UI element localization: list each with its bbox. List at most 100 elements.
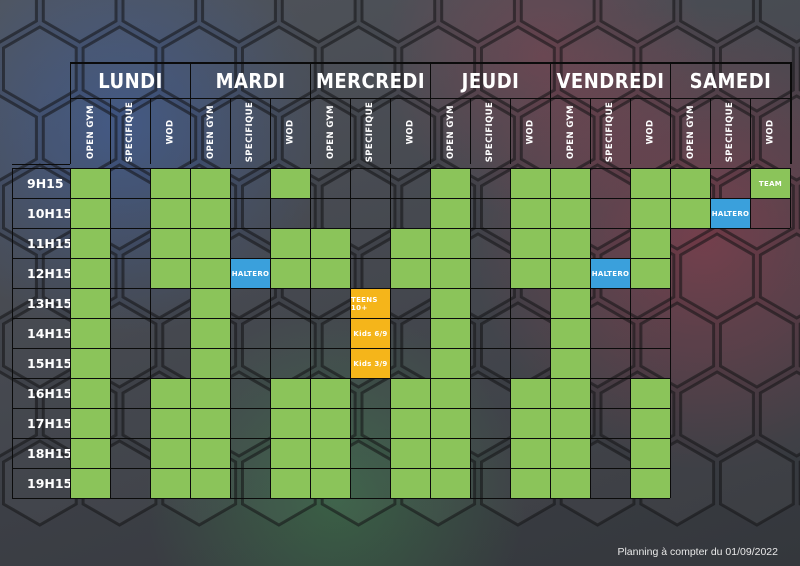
schedule-cell-empty — [470, 288, 510, 318]
hexagon-tile — [400, 25, 477, 113]
schedule-cell-open — [550, 168, 590, 198]
schedule-cell-empty — [230, 168, 270, 198]
schedule-cell-empty — [150, 318, 190, 348]
schedule-cell-open — [550, 318, 590, 348]
schedule-cell-open — [270, 378, 310, 408]
schedule-cell-empty — [590, 438, 630, 468]
session-type-header-wod: WOD — [150, 98, 190, 164]
schedule-cell-empty — [310, 198, 350, 228]
hexagon-tile — [758, 232, 800, 320]
schedule-cell-empty — [270, 318, 310, 348]
schedule-cell-open — [70, 228, 110, 258]
hexagon-tile — [679, 232, 755, 320]
schedule-cell-empty — [350, 378, 390, 408]
session-type-header-wod: WOD — [390, 98, 430, 164]
class-slot-label: HALTERO — [711, 209, 750, 218]
hexagon-tile — [0, 94, 38, 182]
session-type-label: WOD — [765, 119, 776, 144]
time-slot-label: 18H15 — [12, 438, 72, 468]
schedule-cell-empty — [630, 288, 670, 318]
session-type-header-wod: WOD — [630, 98, 670, 164]
schedule-cell-empty — [110, 408, 150, 438]
schedule-cell-open — [390, 408, 430, 438]
schedule-cell-open — [150, 258, 190, 288]
schedule-cell-empty — [350, 168, 390, 198]
planning-start-date-note: Planning à compter du 01/09/2022 — [617, 546, 778, 558]
day-header-samedi: SAMEDI — [670, 62, 790, 98]
schedule-cell-open — [310, 228, 350, 258]
session-type-label: WOD — [165, 119, 176, 144]
schedule-cell-open — [430, 468, 470, 498]
session-type-label: OPEN GYM — [565, 104, 576, 159]
schedule-cell-empty — [590, 168, 630, 198]
schedule-cell-empty — [470, 408, 510, 438]
schedule-cell-open — [70, 198, 110, 228]
hexagon-tile — [121, 94, 198, 182]
schedule-cell-open — [70, 408, 110, 438]
session-type-label: OPEN GYM — [205, 104, 216, 159]
class-slot-label: TEENS 10+ — [351, 295, 378, 312]
schedule-cell-empty — [230, 438, 270, 468]
schedule-cell-empty — [110, 318, 150, 348]
schedule-cell-open — [310, 408, 350, 438]
session-type-header-specifique: SPECIFIQUE — [110, 98, 150, 164]
schedule-cell-open — [630, 228, 670, 258]
day-header-vendredi: VENDREDI — [550, 62, 670, 98]
schedule-cell-empty — [470, 228, 510, 258]
session-type-header-specifique: SPECIFIQUE — [350, 98, 390, 164]
schedule-cell-open — [510, 168, 550, 198]
schedule-cell-open — [670, 198, 710, 228]
schedule-cell-open — [550, 348, 590, 378]
schedule-cell-empty — [590, 318, 630, 348]
session-type-label: WOD — [405, 119, 416, 144]
hexagon-tile — [161, 25, 238, 113]
schedule-cell-empty — [150, 348, 190, 378]
schedule-cell-empty — [390, 288, 430, 318]
schedule-cell-empty — [590, 468, 630, 498]
schedule-cell-open — [150, 468, 190, 498]
schedule-cell-open — [150, 378, 190, 408]
schedule-cell-open — [270, 258, 310, 288]
schedule-cell-open — [630, 378, 670, 408]
schedule-cell-empty — [350, 198, 390, 228]
schedule-cell-open — [190, 168, 230, 198]
schedule-cell-open — [150, 198, 190, 228]
schedule-cell-empty — [470, 198, 510, 228]
schedule-cell-empty — [270, 198, 310, 228]
schedule-cell-open — [510, 468, 550, 498]
schedule-cell-open — [310, 258, 350, 288]
grid-border-right-samedi — [790, 168, 792, 228]
hexagon-tile — [440, 94, 516, 182]
session-type-header-open-gym: OPEN GYM — [430, 98, 470, 164]
hexagon-tile — [559, 439, 636, 527]
hexagon-tile — [0, 370, 38, 458]
class-slot-kids-3-9: Kids 3/9 — [350, 348, 390, 378]
session-type-label: SPECIFIQUE — [125, 101, 136, 162]
schedule-cell-empty — [590, 228, 630, 258]
schedule-cell-empty — [390, 348, 430, 378]
schedule-cell-open — [550, 258, 590, 288]
schedule-cell-open — [190, 348, 230, 378]
hexagon-tile — [440, 0, 516, 44]
hexagon-tile — [599, 370, 676, 458]
schedule-cell-empty — [630, 348, 670, 378]
schedule-cell-open — [550, 378, 590, 408]
schedule-cell-open — [510, 408, 550, 438]
class-slot-haltero: HALTERO — [590, 258, 630, 288]
schedule-cell-empty — [470, 438, 510, 468]
hexagon-tile — [280, 0, 357, 44]
schedule-cell-open — [390, 378, 430, 408]
session-type-header-open-gym: OPEN GYM — [550, 98, 590, 164]
schedule-cell-empty — [230, 378, 270, 408]
schedule-cell-empty — [110, 348, 150, 378]
schedule-cell-empty — [470, 378, 510, 408]
session-type-label: SPECIFIQUE — [725, 101, 736, 162]
schedule-cell-open — [190, 258, 230, 288]
schedule-cell-empty — [350, 438, 390, 468]
schedule-cell-open — [190, 318, 230, 348]
schedule-cell-open — [70, 438, 110, 468]
schedule-cell-empty — [270, 348, 310, 378]
session-type-header-wod: WOD — [750, 98, 790, 164]
schedule-cell-empty — [350, 408, 390, 438]
schedule-cell-empty — [310, 168, 350, 198]
